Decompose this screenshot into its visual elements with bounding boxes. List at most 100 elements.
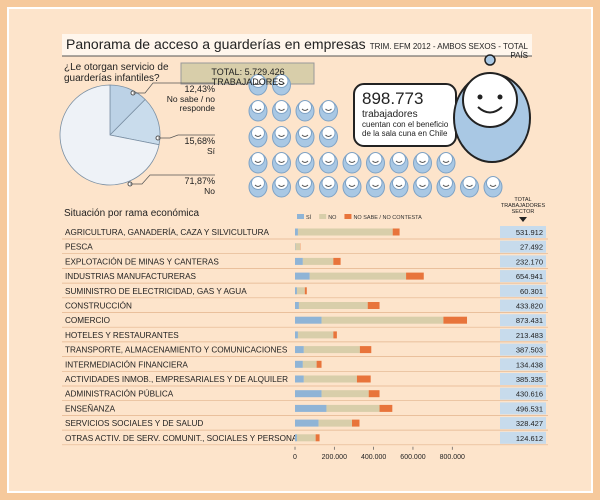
baby-face [254, 108, 262, 111]
category-label: INTERMEDIACIÓN FINANCIERA [65, 359, 188, 369]
bar-segment [315, 434, 320, 442]
baby-face [254, 82, 262, 85]
total-box [500, 343, 546, 356]
bar-segment [321, 390, 369, 398]
big-baby [453, 54, 531, 163]
bar-segment [295, 243, 301, 251]
total-box [500, 270, 546, 283]
bar-segment [443, 316, 468, 324]
bar-title: Situación por rama económica [64, 208, 200, 219]
category-label: CONSTRUCCIÓN [65, 301, 132, 311]
category-label: SERVICIOS SOCIALES Y DE SALUD [65, 419, 203, 428]
bar-segment [302, 360, 317, 368]
bar-chart: SÍ NO NO SABE / NO CONTESTA AGRICULTURA, GA… [62, 214, 548, 461]
total: TOTAL: 5.729.426 TRABAJADORES [211, 67, 285, 87]
baby-icon [248, 152, 268, 174]
pie-value-label: 71,87% [184, 176, 215, 186]
total-label: 60.301 [520, 287, 543, 296]
total-label: 213.483 [516, 331, 543, 340]
total-label: 134.438 [516, 360, 543, 369]
bar-segment [295, 287, 297, 295]
baby-head [321, 100, 336, 114]
baby-icon [319, 176, 338, 198]
baby-icon [483, 176, 503, 198]
total-label: 496.531 [516, 404, 543, 413]
bar-segment [359, 346, 372, 354]
total-label: 124.612 [516, 434, 543, 443]
baby-icon [272, 152, 291, 174]
baby-face [278, 184, 285, 187]
legend-label: NO SABE / NO CONTESTA [353, 215, 422, 221]
title: Panorama de acceso a guarderías en empre… [66, 36, 366, 52]
total-box [500, 373, 546, 385]
pie-value-label: 15,68% [184, 136, 215, 146]
baby-head [251, 126, 265, 140]
bar-segment [304, 287, 307, 295]
baby-head [251, 152, 265, 166]
baby-icon [413, 152, 432, 174]
baby-icon [389, 152, 409, 174]
baby-face [301, 184, 309, 187]
bar-segment [295, 257, 303, 265]
x-tick-label: 200.000 [322, 454, 347, 461]
baby-icon [248, 74, 268, 96]
baby-face [395, 184, 403, 187]
total-box [500, 387, 546, 400]
bar-segment [295, 316, 322, 324]
baby-icon [248, 126, 268, 148]
pie-category-label: No sabe / no responde [166, 94, 215, 114]
total-label: 654.941 [516, 272, 543, 281]
baby-icon [389, 176, 409, 198]
total-box [500, 358, 546, 371]
pie [59, 82, 215, 187]
bar-segment [295, 228, 298, 236]
total-label: 387.503 [516, 346, 543, 355]
baby-face [301, 134, 309, 137]
bar-segment [297, 228, 393, 236]
bar-segment [333, 331, 337, 339]
total-box [500, 402, 546, 415]
baby-icon [248, 100, 268, 122]
category-label: COMERCIO [65, 316, 110, 325]
total-box [500, 255, 546, 268]
total-box [500, 226, 546, 238]
baby-face [372, 184, 379, 187]
bar-segment [295, 434, 297, 442]
total-label: 430.616 [516, 390, 543, 399]
baby-icon [272, 176, 291, 198]
category-label: OTRAS ACTIV. DE SERV. COMUNIT., SOCIALES… [65, 434, 313, 443]
baby-icon [272, 126, 291, 148]
baby-head [345, 176, 359, 190]
baby-icons [248, 74, 503, 198]
baby-face [278, 134, 285, 137]
legend-swatch [319, 214, 327, 219]
bar-segment [295, 375, 304, 383]
bar-segment [296, 434, 316, 442]
baby-head [345, 152, 359, 166]
category-label: HOTELES Y RESTAURANTES [65, 331, 179, 340]
baby-face [442, 184, 450, 187]
pie-slice [109, 98, 161, 146]
category-label: INDUSTRIAS MANUFACTURERAS [65, 272, 197, 281]
bar-segment [333, 257, 341, 265]
baby-head [251, 74, 265, 88]
baby-icon [342, 176, 362, 198]
bar-segment [326, 404, 380, 412]
baby-head [392, 152, 406, 166]
baby-face [348, 160, 356, 163]
total-label: 873.431 [516, 316, 543, 325]
baby-icon [295, 126, 315, 148]
title-strip [62, 34, 532, 56]
baby-head [274, 126, 289, 140]
callout-text: cuentan con el beneficio de la sala cuna… [362, 120, 449, 138]
baby-icon [295, 176, 315, 198]
bar-segment [295, 360, 303, 368]
legend-label: SÍ [306, 214, 312, 221]
bar-segment [295, 302, 299, 309]
bar-segment [356, 375, 371, 383]
baby-head [298, 152, 312, 166]
total-label: 385.335 [516, 375, 543, 384]
baby-icon [342, 152, 362, 174]
total-label: 531.912 [516, 228, 543, 237]
